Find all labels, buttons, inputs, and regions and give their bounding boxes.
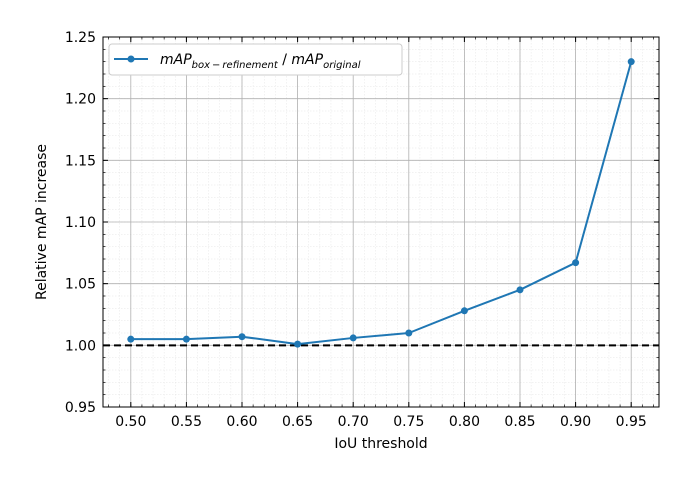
legend: mAPbox − refinement / mAPoriginal (108, 43, 403, 76)
y-tick-label: 1.20 (65, 92, 96, 108)
x-tick-label: 0.90 (560, 414, 591, 430)
major-grid (103, 36, 659, 408)
data-point (516, 286, 524, 294)
x-tick-labels: 0.50 0.55 0.60 0.65 0.70 0.75 0.80 0.85 0.90 0.95 (115, 414, 647, 430)
y-axis-label: Relative mAP increase (34, 144, 50, 300)
y-tick-label: 1.15 (65, 153, 96, 169)
x-tick-label: 0.60 (226, 414, 257, 430)
x-tick-label: 0.50 (115, 414, 146, 430)
x-tick-label: 0.70 (338, 414, 369, 430)
legend-sub-2: original (323, 60, 361, 71)
data-point (127, 335, 135, 343)
x-tick-label: 0.55 (171, 414, 202, 430)
data-point (572, 259, 580, 267)
data-point (238, 333, 246, 341)
y-tick-label: 1.25 (65, 30, 96, 46)
legend-entry-label: mAPbox − refinement / mAPoriginal (160, 52, 361, 71)
y-tick-label: 1.10 (65, 215, 96, 231)
x-axis-label: IoU threshold (334, 436, 427, 452)
legend-base-2: mAP (291, 52, 323, 68)
series-group (127, 58, 635, 348)
series-line (130, 61, 633, 346)
y-tick-label: 0.95 (65, 400, 96, 416)
data-point (294, 340, 302, 348)
x-tick-label: 0.65 (282, 414, 313, 430)
legend-separator: / (278, 52, 292, 68)
x-tick-label: 0.85 (504, 414, 535, 430)
data-point (349, 334, 357, 342)
data-point (405, 329, 413, 337)
y-tick-label: 1.00 (65, 338, 96, 354)
legend-sub-1: box − refinement (192, 60, 279, 71)
legend-marker-swatch (127, 55, 135, 63)
x-tick-label: 0.95 (616, 414, 647, 430)
y-tick-labels: 0.95 1.00 1.05 1.10 1.15 1.20 1.25 (65, 30, 96, 416)
y-tick-label: 1.05 (65, 277, 96, 293)
legend-base-1: mAP (160, 52, 192, 68)
data-point (460, 307, 468, 315)
legend-box (108, 43, 403, 76)
data-point (182, 335, 190, 343)
ticks-group (103, 36, 659, 408)
x-tick-label: 0.75 (393, 414, 424, 430)
data-point (627, 58, 635, 66)
x-tick-label: 0.80 (449, 414, 480, 430)
